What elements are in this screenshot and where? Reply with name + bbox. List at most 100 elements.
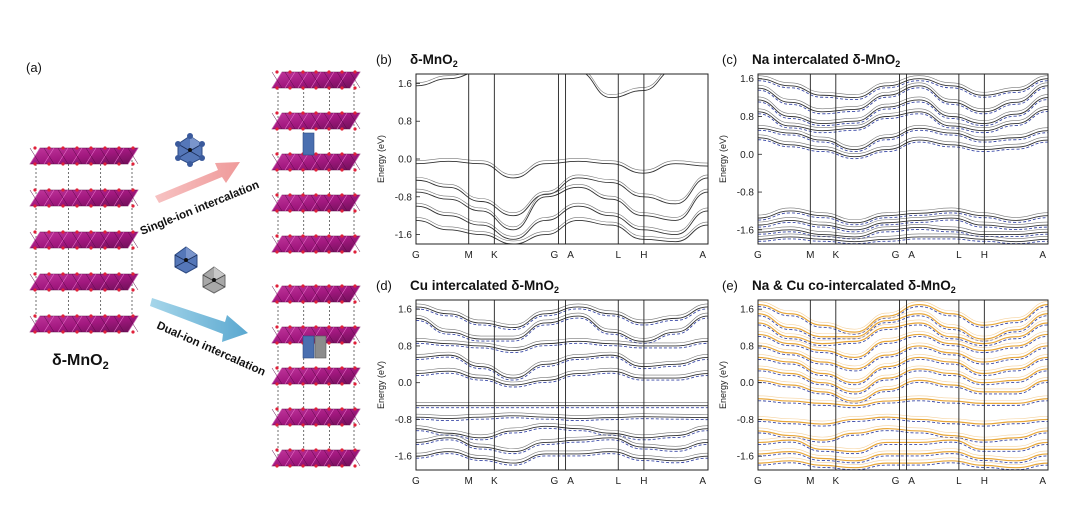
y-tick-label: -0.8 <box>737 415 755 426</box>
oxygen-atom <box>353 325 357 329</box>
oxygen-atom <box>275 193 279 197</box>
y-tick-label: 1.6 <box>740 305 754 316</box>
octahedron-edge <box>284 449 296 467</box>
oxygen-atom <box>353 464 357 468</box>
oxygen-atom <box>288 152 292 156</box>
octahedron-edge <box>113 189 125 207</box>
oxygen-atom <box>340 234 344 238</box>
band-curve <box>416 205 708 240</box>
band-curve <box>758 365 1048 390</box>
band-curve-dashed <box>416 417 708 421</box>
band-curve-dashed <box>758 212 1048 226</box>
oxygen-atom <box>131 314 135 318</box>
band-curve-dashed <box>758 358 1048 386</box>
band-curve <box>758 310 1048 337</box>
oxygen-atom <box>117 204 121 208</box>
oxygen-atom <box>275 234 279 238</box>
octahedron-edge <box>297 449 309 467</box>
band-curve-dashed <box>758 87 1048 115</box>
oxygen-atom <box>327 168 331 172</box>
kpoint-label: H <box>640 476 647 487</box>
oxygen-atom <box>353 382 357 386</box>
octahedron-edge <box>271 326 283 344</box>
kpoint-label: M <box>806 250 814 261</box>
octahedron-edge <box>29 273 41 291</box>
band-curve-dashed <box>758 347 1048 372</box>
oxygen-atom <box>301 127 305 131</box>
y-axis-label: Energy (eV) <box>718 135 728 183</box>
band-lines <box>416 303 708 466</box>
oxygen-atom <box>61 204 65 208</box>
band-curve-dashed <box>758 430 1048 443</box>
oxygen-atom <box>314 209 318 213</box>
band-curve <box>758 425 1048 438</box>
oxygen-atom <box>340 366 344 370</box>
oxygen-atom <box>103 204 107 208</box>
oxygen-atom <box>327 300 331 304</box>
panel-d-label: (d) <box>376 278 392 293</box>
band-curve <box>416 423 708 436</box>
oxygen-atom <box>89 288 93 292</box>
octahedron-edge <box>349 285 361 303</box>
kpoint-label: H <box>981 250 988 261</box>
na-ion-site <box>302 132 315 156</box>
band-curve <box>758 106 1048 128</box>
oxygen-atom <box>117 330 121 334</box>
oxygen-atom <box>275 250 279 254</box>
octahedron-edge <box>349 235 361 253</box>
oxygen-atom <box>117 272 121 276</box>
octahedron-edge <box>284 153 296 171</box>
oxygen-atom <box>89 246 93 250</box>
single-ion-intercalated-stack <box>271 70 361 254</box>
octahedron-edge <box>43 273 55 291</box>
oxygen-atom <box>327 341 331 345</box>
oxygen-atom <box>75 162 79 166</box>
octahedron-edge <box>57 147 69 165</box>
cu-ion-site <box>314 335 327 359</box>
oxygen-atom <box>327 382 331 386</box>
kpoint-label: L <box>615 476 621 487</box>
band-curve-dashed <box>758 99 1048 127</box>
oxygen-atom <box>327 111 331 115</box>
oxygen-atom <box>75 246 79 250</box>
oxygen-atom <box>340 209 344 213</box>
octahedron-edge <box>323 449 335 467</box>
oxygen-atom <box>61 314 65 318</box>
band-curve <box>758 301 1048 330</box>
oxygen-atom <box>275 86 279 90</box>
octahedron-edge <box>85 189 97 207</box>
y-tick-label: 0.8 <box>740 341 754 352</box>
band-curve-dashed <box>416 308 708 331</box>
band-curve-dashed <box>758 453 1048 464</box>
oxygen-atom <box>314 193 318 197</box>
oxygen-atom <box>131 246 135 250</box>
oxygen-atom <box>353 300 357 304</box>
oxygen-atom <box>340 300 344 304</box>
octahedron-edge <box>71 315 83 333</box>
oxygen-atom <box>327 86 331 90</box>
band-curve-dashed <box>758 219 1048 233</box>
octahedron-edge <box>43 315 55 333</box>
octahedron-edge <box>297 408 309 426</box>
octahedron-edge <box>271 449 283 467</box>
kpoint-label: K <box>832 250 839 261</box>
octahedron-edge <box>127 231 139 249</box>
oxygen-atom <box>75 188 79 192</box>
band-curve <box>758 451 1048 462</box>
oxygen-atom <box>75 288 79 292</box>
octahedron-edge <box>323 71 335 89</box>
oxygen-atom <box>75 314 79 318</box>
band-curve <box>758 342 1048 367</box>
band-curve <box>758 214 1048 228</box>
oxygen-atom <box>301 234 305 238</box>
oxygen-atom <box>33 288 37 292</box>
oxygen-atom <box>288 341 292 345</box>
panel-b-band-structure: (b) δ-MnO2 1.6 0.8 0.0 -0.8 -1.6 Energy (eV) G… <box>376 52 709 261</box>
band-curve-dashed <box>758 110 1048 134</box>
octahedron-edge <box>127 147 139 165</box>
band-curve <box>416 306 708 329</box>
oxygen-atom <box>301 209 305 213</box>
oxygen-atom <box>33 330 37 334</box>
octahedron-edge <box>99 273 111 291</box>
